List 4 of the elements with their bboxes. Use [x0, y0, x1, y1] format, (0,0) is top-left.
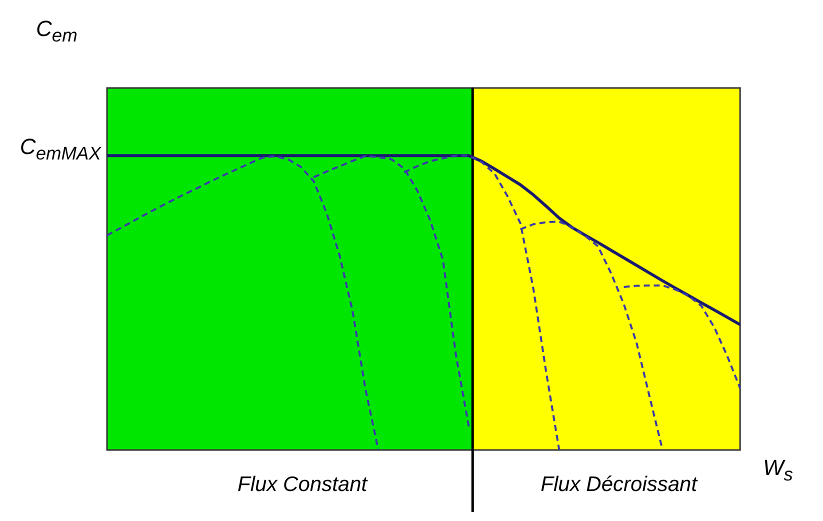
- text: C$_{em}$: [36, 16, 78, 46]
- text: Flux Décroissant: [540, 473, 699, 497]
- x-axis-title: W$_{s}$: [763, 455, 793, 486]
- text: Flux Constant: [236, 473, 369, 497]
